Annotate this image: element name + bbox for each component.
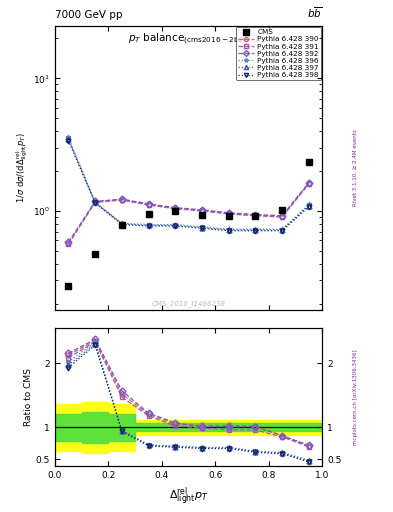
Line: CMS: CMS [65, 158, 312, 290]
Pythia 6.428 396 [200, 224, 204, 230]
Pythia 6.428 397 [307, 202, 311, 208]
Pythia 6.428 392 [253, 211, 258, 218]
Pythia 6.428 398 [119, 222, 124, 228]
Pythia 6.428 398 [280, 228, 285, 234]
Pythia 6.428 391 [253, 212, 258, 219]
Line: Pythia 6.428 392: Pythia 6.428 392 [66, 180, 311, 245]
Pythia 6.428 392 [66, 239, 71, 245]
Pythia 6.428 396 [119, 220, 124, 226]
Pythia 6.428 396 [226, 226, 231, 232]
Pythia 6.428 391 [93, 199, 97, 205]
Y-axis label: $1/\sigma\ \mathrm{d}\sigma/(\mathrm{d}\Delta^{\mathrm{rel}}_{\mathrm{light}}p_T: $1/\sigma\ \mathrm{d}\sigma/(\mathrm{d}\… [15, 132, 30, 203]
Pythia 6.428 397 [93, 199, 97, 205]
Pythia 6.428 390 [253, 212, 258, 218]
CMS [93, 251, 97, 258]
Pythia 6.428 396 [307, 201, 311, 207]
Pythia 6.428 390 [280, 214, 285, 220]
Pythia 6.428 398 [173, 223, 178, 229]
Pythia 6.428 397 [253, 227, 258, 233]
Pythia 6.428 397 [66, 136, 71, 142]
Text: 7000 GeV pp: 7000 GeV pp [55, 10, 123, 20]
Pythia 6.428 390 [307, 180, 311, 186]
Pythia 6.428 391 [119, 197, 124, 203]
Pythia 6.428 397 [280, 227, 285, 233]
Line: Pythia 6.428 398: Pythia 6.428 398 [66, 138, 311, 233]
Pythia 6.428 390 [93, 199, 97, 205]
Pythia 6.428 391 [200, 208, 204, 214]
Pythia 6.428 398 [226, 228, 231, 234]
Pythia 6.428 397 [146, 222, 151, 228]
Pythia 6.428 392 [93, 198, 97, 204]
Line: Pythia 6.428 391: Pythia 6.428 391 [66, 181, 311, 247]
Pythia 6.428 397 [200, 224, 204, 230]
CMS [146, 211, 151, 217]
Text: $p_T$ balance$_{\mathrm{(cms2016-2b2j)}}$: $p_T$ balance$_{\mathrm{(cms2016-2b2j)}}… [128, 31, 249, 47]
Pythia 6.428 391 [146, 202, 151, 208]
Pythia 6.428 391 [66, 241, 71, 247]
Legend: CMS, Pythia 6.428 390, Pythia 6.428 391, Pythia 6.428 392, Pythia 6.428 396, Pyt: CMS, Pythia 6.428 390, Pythia 6.428 391,… [236, 27, 321, 80]
Pythia 6.428 390 [173, 205, 178, 211]
Y-axis label: Ratio to CMS: Ratio to CMS [24, 368, 33, 426]
CMS [307, 159, 311, 165]
Text: Rivet 3.1.10, ≥ 2.4M events: Rivet 3.1.10, ≥ 2.4M events [353, 130, 358, 206]
Pythia 6.428 392 [173, 205, 178, 211]
Pythia 6.428 392 [200, 207, 204, 213]
CMS [226, 214, 231, 220]
Pythia 6.428 397 [119, 221, 124, 227]
Pythia 6.428 392 [146, 201, 151, 207]
Pythia 6.428 390 [200, 207, 204, 214]
Pythia 6.428 390 [66, 240, 71, 246]
CMS [200, 212, 204, 218]
Pythia 6.428 392 [307, 179, 311, 185]
X-axis label: $\Delta^{\mathrm{rel}}_{\mathrm{light}}p_T$: $\Delta^{\mathrm{rel}}_{\mathrm{light}}p… [169, 485, 208, 507]
Text: CMS_2016_I1486238: CMS_2016_I1486238 [152, 300, 226, 307]
Pythia 6.428 391 [280, 214, 285, 220]
CMS [119, 222, 124, 228]
Pythia 6.428 398 [93, 200, 97, 206]
Pythia 6.428 390 [226, 210, 231, 217]
Pythia 6.428 396 [280, 226, 285, 232]
Pythia 6.428 391 [226, 211, 231, 217]
Pythia 6.428 398 [253, 228, 258, 234]
Pythia 6.428 396 [93, 199, 97, 205]
Pythia 6.428 396 [66, 134, 71, 140]
Pythia 6.428 398 [307, 203, 311, 209]
Line: Pythia 6.428 396: Pythia 6.428 396 [66, 135, 311, 231]
CMS [280, 207, 285, 213]
CMS [253, 214, 258, 220]
Pythia 6.428 398 [146, 223, 151, 229]
Pythia 6.428 397 [173, 222, 178, 228]
Pythia 6.428 396 [173, 222, 178, 228]
Pythia 6.428 391 [307, 181, 311, 187]
Pythia 6.428 390 [119, 197, 124, 203]
Text: $b\overline{b}$: $b\overline{b}$ [307, 6, 322, 20]
Pythia 6.428 396 [253, 226, 258, 232]
CMS [66, 283, 71, 289]
Line: Pythia 6.428 390: Pythia 6.428 390 [66, 181, 311, 246]
Pythia 6.428 391 [173, 206, 178, 212]
Pythia 6.428 392 [280, 212, 285, 219]
Text: mcplots.cern.ch [arXiv:1306.3436]: mcplots.cern.ch [arXiv:1306.3436] [353, 349, 358, 444]
Pythia 6.428 398 [200, 225, 204, 231]
Pythia 6.428 397 [226, 227, 231, 233]
Line: Pythia 6.428 397: Pythia 6.428 397 [66, 136, 311, 232]
Pythia 6.428 390 [146, 201, 151, 207]
Pythia 6.428 396 [146, 222, 151, 228]
Pythia 6.428 392 [226, 210, 231, 216]
Pythia 6.428 392 [119, 196, 124, 202]
Pythia 6.428 398 [66, 137, 71, 143]
CMS [173, 208, 178, 214]
